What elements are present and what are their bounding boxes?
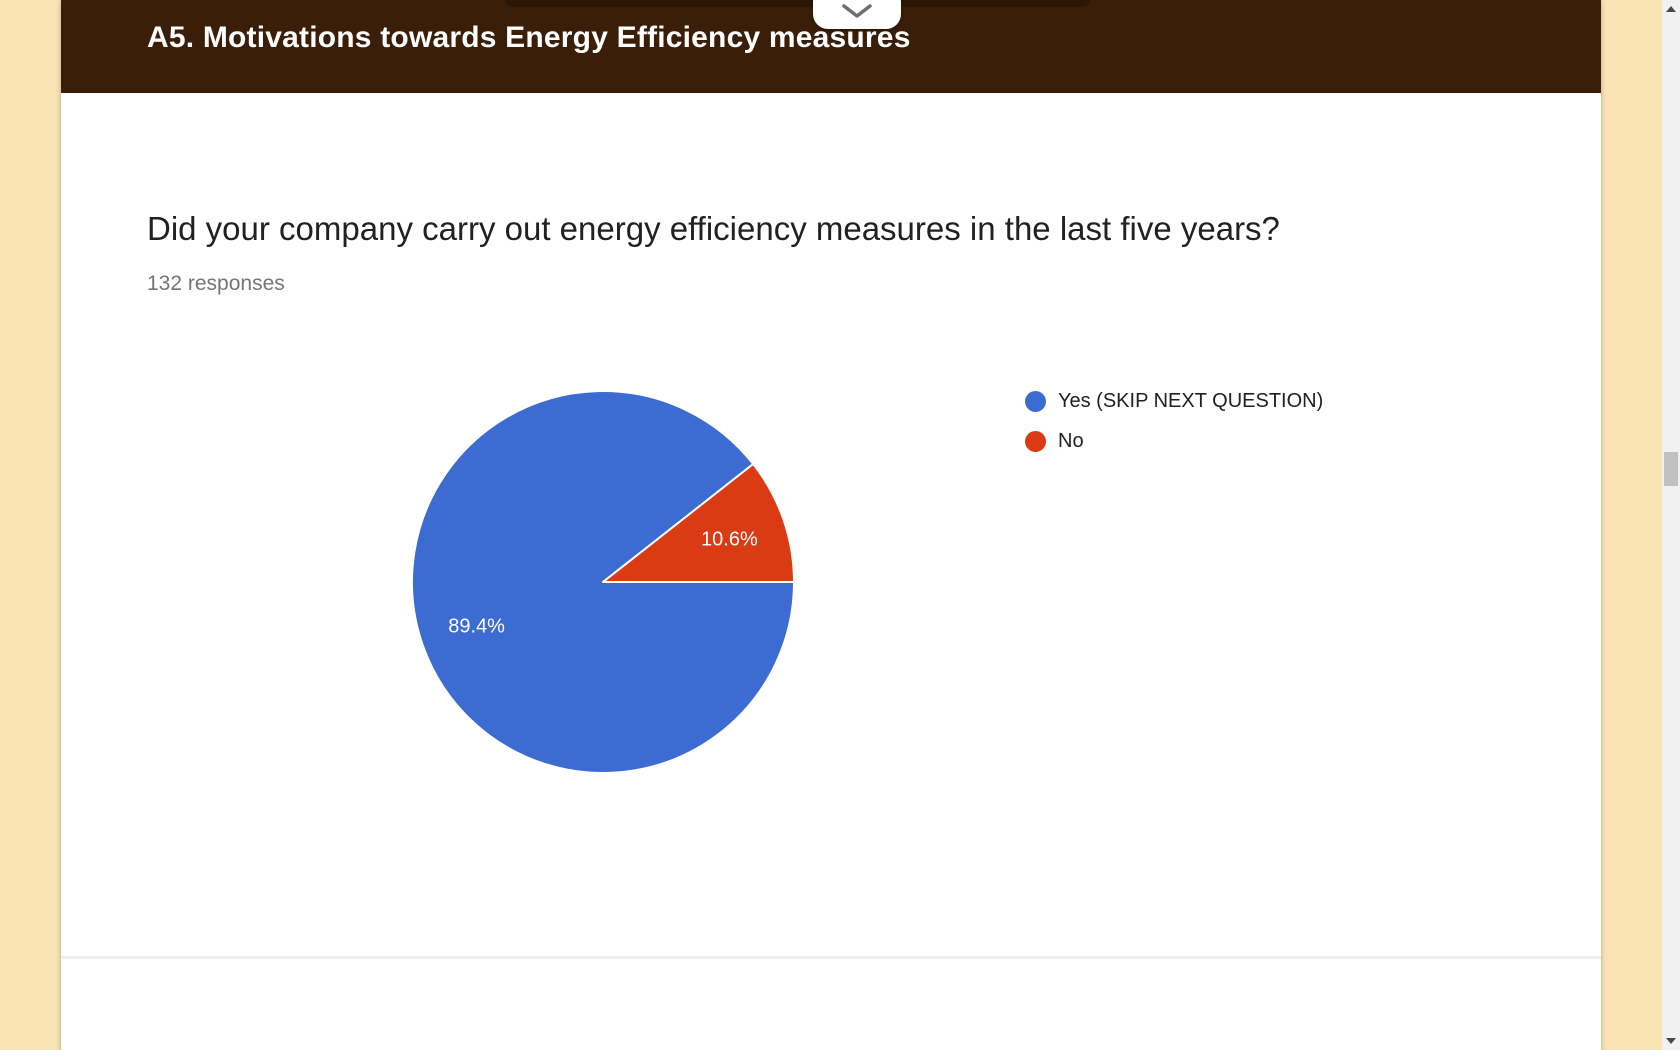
responses-count: 132 responses [147,272,285,295]
chart-legend: Yes (SKIP NEXT QUESTION) No [1025,390,1323,470]
section-card: A5. Motivations towards Energy Efficienc… [61,0,1601,1050]
triangle-up-icon[interactable] [1666,6,1676,12]
pie-slice[interactable] [411,390,795,774]
pie-chart: 89.4% 10.6% [403,382,803,782]
pie-slice[interactable] [602,462,795,583]
section-title: A5. Motivations towards Energy Efficienc… [147,21,911,54]
legend-label: Yes (SKIP NEXT QUESTION) [1058,390,1324,412]
scrollbar-thumb[interactable] [1664,452,1678,486]
legend-swatch [1025,391,1046,412]
legend-item-yes: Yes (SKIP NEXT QUESTION) [1025,390,1323,413]
pie-chart-svg: 89.4% 10.6% [411,390,795,774]
pie-slice-label: 89.4% [448,616,505,638]
header-top-shadow [505,0,1090,7]
collapse-section-button[interactable] [813,0,901,29]
question-title: Did your company carry out energy effici… [147,210,1280,247]
legend-item-no: No [1025,430,1323,453]
legend-swatch [1025,431,1046,452]
legend-label: No [1058,430,1084,452]
scrollbar[interactable] [1662,0,1680,1050]
section-header: A5. Motivations towards Energy Efficienc… [61,0,1601,93]
triangle-down-icon[interactable] [1666,1038,1676,1044]
question-block-divider [61,956,1601,959]
pie-slice-label: 10.6% [701,528,758,550]
